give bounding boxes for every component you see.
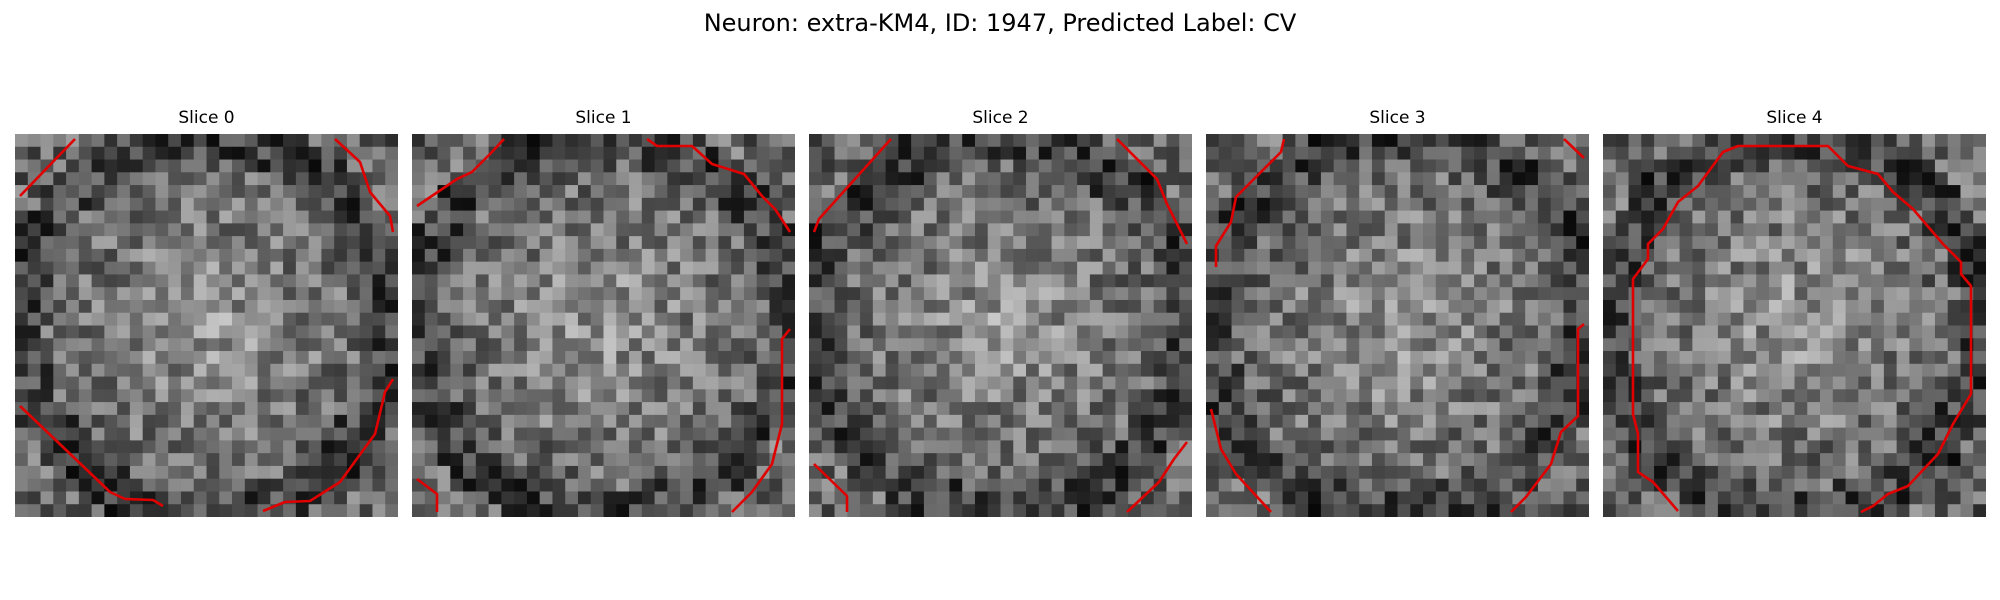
contour-line [19,138,76,197]
contour-line [1631,144,1973,514]
contour-line [1126,441,1189,513]
slice-title: Slice 3 [1369,108,1426,128]
contour-line [1563,138,1585,159]
grayscale-slice-image [412,134,795,517]
grayscale-slice-image [809,134,1192,517]
contour-line [731,328,792,513]
contour-line [262,378,395,513]
contour-line [334,138,395,233]
slice-image-panel [1206,134,1589,517]
slice-title: Slice 1 [575,108,632,128]
contour-line [1214,138,1286,267]
slice-image-panel [809,134,1192,517]
grayscale-slice-image [1206,134,1589,517]
figure-title: Neuron: extra-KM4, ID: 1947, Predicted L… [703,9,1297,37]
slice-image-panel [1603,134,1986,517]
contour-line [416,138,505,208]
contour-line [1209,408,1272,513]
slice-title: Slice 2 [972,108,1029,128]
contour-line [646,137,792,233]
slice-title: Slice 4 [1766,108,1823,128]
contour-line [812,138,892,233]
slice-title: Slice 0 [178,108,235,128]
contour-line [1510,323,1585,513]
contour-line [813,463,849,512]
grayscale-slice-image [15,134,398,517]
grayscale-slice-image [1603,134,1986,517]
slice-image-panel [412,134,795,517]
slice-image-panel [15,134,398,517]
contour-line [416,477,439,512]
contour-line [19,405,164,508]
contour-line [1116,138,1189,245]
